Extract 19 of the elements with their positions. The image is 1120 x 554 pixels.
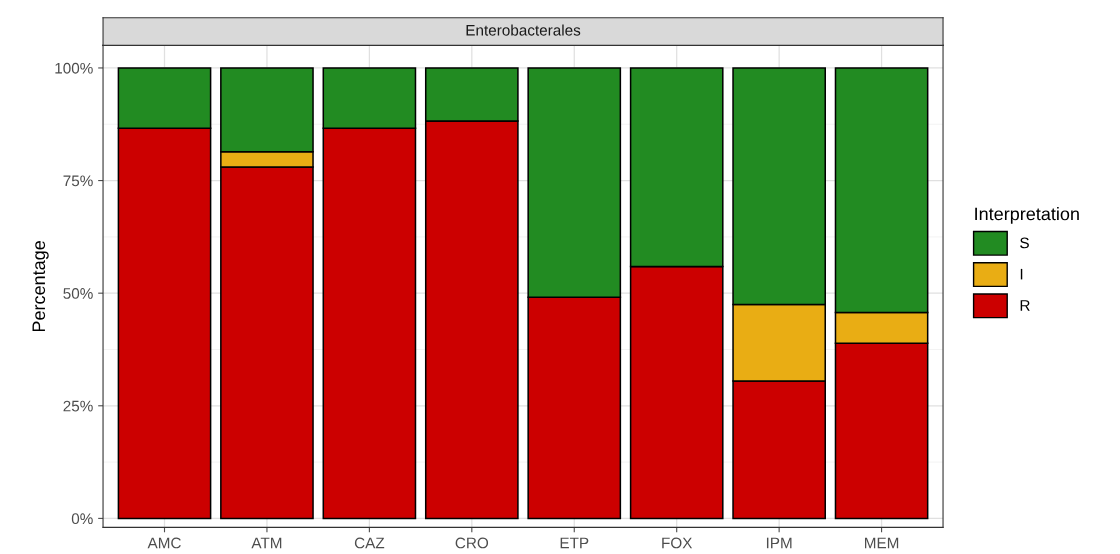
x-tick-label: AMC: [147, 537, 181, 549]
x-tick-label: MEM: [865, 537, 899, 549]
y-tick-label: 75%: [63, 175, 93, 187]
legend-label: R: [1020, 300, 1030, 311]
legend-label: I: [1020, 268, 1023, 280]
y-axis-title: Percentage: [32, 241, 49, 332]
y-tick-label: 25%: [63, 400, 93, 412]
y-tick-label: 50%: [63, 288, 93, 299]
x-tick-label: FOX: [662, 537, 693, 549]
legend-title: Interpretation: [975, 207, 1079, 224]
x-tick-label: IPM: [766, 537, 792, 549]
chart-title: Enterobacterales: [466, 24, 581, 36]
y-tick-label: 0%: [71, 513, 93, 525]
x-tick-label: ETP: [560, 537, 589, 549]
y-tick-label: 100%: [55, 62, 93, 74]
x-tick-label: ATM: [251, 537, 282, 549]
legend-label: S: [1020, 237, 1029, 249]
x-tick-label: CAZ: [354, 537, 385, 549]
x-tick-label: CRO: [455, 537, 489, 549]
